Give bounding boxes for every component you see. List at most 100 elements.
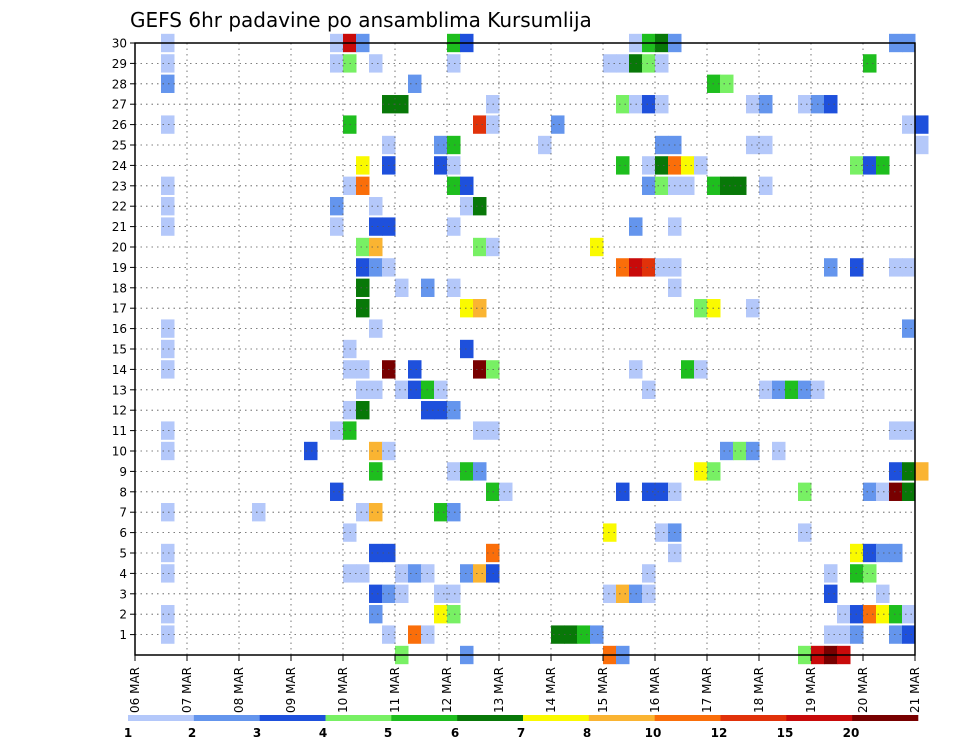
heatmap-cell (161, 115, 175, 134)
heatmap-cell (733, 176, 747, 195)
heatmap-cell (902, 319, 916, 338)
y-tick-label: 3 (119, 587, 127, 601)
y-tick-label: 11 (112, 424, 127, 438)
heatmap-cell (590, 237, 604, 257)
heatmap-cell (434, 401, 448, 420)
heatmap-cell (889, 543, 903, 563)
y-tick-label: 5 (119, 547, 127, 561)
heatmap-cell (330, 217, 344, 236)
heatmap-cell (577, 625, 591, 644)
heatmap-cell (655, 523, 669, 542)
heatmap-cell (720, 176, 734, 195)
colorbar-label: 5 (384, 726, 392, 740)
heatmap-cell (161, 319, 175, 338)
y-tick-label: 26 (112, 118, 127, 132)
heatmap-cell (356, 503, 370, 522)
heatmap-cell (161, 605, 175, 624)
heatmap-cell (603, 54, 617, 73)
heatmap-cell (720, 74, 734, 93)
heatmap-cell (161, 503, 175, 522)
y-tick-label: 27 (112, 98, 127, 112)
x-tick-label: 16 MAR (648, 667, 662, 713)
heatmap-cell (889, 482, 903, 501)
x-tick-label: 08 MAR (232, 667, 246, 713)
heatmap-cell (681, 156, 695, 175)
colorbar-label: 4 (319, 726, 327, 740)
colorbar-label: 3 (253, 726, 261, 740)
y-tick-label: 10 (112, 445, 127, 459)
heatmap-cell (434, 156, 448, 175)
y-tick-label: 20 (112, 241, 127, 255)
heatmap-cell (824, 564, 838, 583)
heatmap-cell (447, 135, 461, 155)
heatmap-cell (447, 584, 461, 603)
heatmap-cell (902, 258, 916, 277)
heatmap-cell (408, 360, 422, 379)
heatmap-cell (356, 176, 370, 195)
heatmap-cell (837, 625, 851, 644)
x-tick-label: 20 MAR (856, 667, 870, 713)
colorbar-segment (588, 715, 655, 721)
colorbar-label: 12 (711, 726, 728, 740)
heatmap-cell (369, 543, 383, 563)
heatmap-cell (694, 299, 708, 318)
heatmap-cell (356, 299, 370, 318)
colorbar-label: 1 (124, 726, 132, 740)
heatmap-cell (161, 543, 175, 563)
grid-lines (134, 42, 916, 655)
heatmap-cell (369, 258, 383, 277)
heatmap-cell (915, 115, 929, 134)
y-tick-label: 2 (119, 608, 127, 622)
heatmap-cell (759, 380, 773, 399)
heatmap-cell (902, 482, 916, 501)
heatmap-cell (863, 564, 877, 583)
x-tick-label: 11 MAR (388, 667, 402, 713)
heatmap-cell (460, 197, 474, 216)
y-tick-label: 28 (112, 77, 127, 91)
heatmap-cell (161, 625, 175, 644)
heatmap-cell (330, 482, 344, 501)
heatmap-cell (447, 462, 461, 481)
heatmap-cell (330, 54, 344, 73)
heatmap-cell (694, 360, 708, 379)
heatmap-cell (863, 54, 877, 73)
heatmap-cell (642, 156, 656, 175)
heatmap-cell (369, 54, 383, 73)
colorbar-label: 8 (583, 726, 591, 740)
heatmap-cell (356, 258, 370, 277)
heatmap-cell (356, 278, 370, 297)
heatmap-cell (746, 95, 760, 114)
y-tick-label: 6 (119, 526, 127, 540)
heatmap-cell (395, 564, 409, 583)
heatmap-cell (876, 584, 890, 603)
heatmap-cell (655, 54, 669, 73)
heatmap-cell (551, 625, 565, 644)
heatmap-cell (642, 564, 656, 583)
heatmap-cell (395, 380, 409, 399)
heatmap-cell (447, 217, 461, 236)
heatmap-cell (447, 156, 461, 175)
heatmap-cell (876, 482, 890, 501)
heatmap-cell (551, 115, 565, 134)
y-tick-label: 25 (112, 139, 127, 153)
heatmap-cell (642, 54, 656, 73)
heatmap-cell (252, 503, 266, 522)
heatmap-cell (590, 625, 604, 644)
heatmap-cell (603, 523, 617, 542)
x-tick-label: 09 MAR (284, 667, 298, 713)
heatmap-cell (642, 482, 656, 501)
heatmap-cell (434, 380, 448, 399)
heatmap-cell (473, 197, 487, 216)
heatmap-cell (460, 462, 474, 481)
y-tick-label: 19 (112, 261, 127, 275)
x-tick-label: 19 MAR (804, 667, 818, 713)
x-tick-label: 18 MAR (752, 667, 766, 713)
heatmap-cell (733, 441, 747, 461)
heatmap-cell (330, 197, 344, 216)
x-tick-label: 06 MAR (128, 667, 142, 713)
heatmap-cell (655, 156, 669, 175)
colorbar-segment (128, 715, 195, 721)
y-axis: 1234567891011121314151617181920212223242… (112, 37, 135, 642)
heatmap-cell (356, 156, 370, 175)
